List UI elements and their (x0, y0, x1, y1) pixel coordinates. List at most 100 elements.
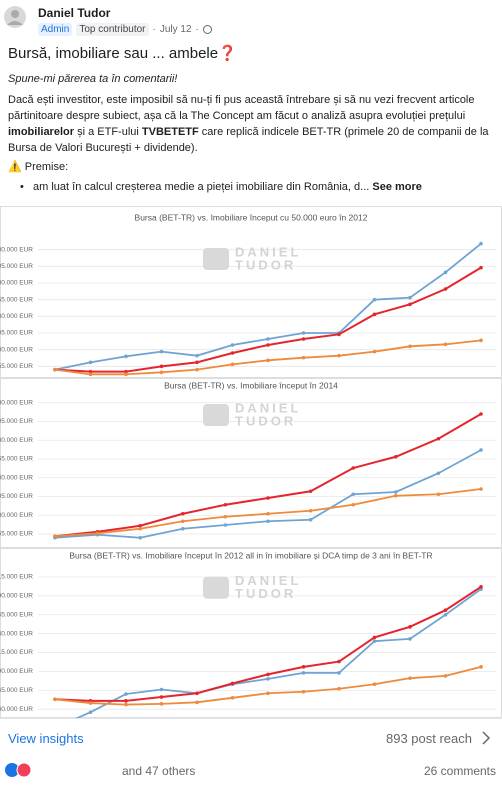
y-tick-label: 115.000 EUR (0, 649, 33, 656)
watermark-logo (203, 404, 229, 426)
point (372, 639, 377, 643)
point (408, 676, 412, 680)
y-tick-label: 55.000 EUR (0, 363, 33, 370)
point (408, 302, 412, 307)
watermark-logo (203, 248, 229, 270)
point (443, 608, 448, 613)
chart-title: Bursa (BET-TR) vs. Imobiliare început cu… (135, 212, 368, 222)
see-more[interactable]: See more (372, 181, 422, 193)
point (88, 372, 93, 377)
text: TVBETETF (141, 126, 199, 138)
y-tick-label: 205.000 EUR (0, 418, 33, 425)
point (53, 534, 57, 539)
point (479, 241, 483, 246)
y-tick-label: 105.000 EUR (0, 330, 33, 337)
point (394, 454, 398, 459)
point (159, 370, 164, 375)
point (223, 502, 228, 507)
y-tick-label: 80.000 EUR (0, 346, 33, 353)
point (159, 349, 164, 354)
point (159, 364, 164, 369)
point (138, 523, 142, 528)
globe-icon (202, 25, 212, 34)
point (181, 519, 185, 524)
point (124, 354, 128, 359)
author[interactable]: Daniel Tudor (38, 6, 111, 20)
view-insights[interactable]: View insights (8, 731, 84, 746)
point (337, 353, 341, 358)
y-tick-label: 205.000 EUR (0, 263, 33, 270)
y-tick-label: 55.000 EUR (0, 531, 33, 538)
y-tick-label: 180.000 EUR (0, 437, 33, 444)
point (223, 514, 228, 519)
point (266, 519, 270, 524)
point (181, 526, 185, 531)
point (372, 297, 377, 302)
point (266, 496, 270, 500)
point (195, 367, 199, 372)
point (159, 702, 164, 706)
point (230, 681, 235, 686)
point (266, 337, 270, 341)
point (479, 665, 483, 669)
point (301, 337, 306, 341)
y-tick-label: 40.000 EUR (0, 706, 33, 713)
point (394, 490, 398, 494)
chart: Bursa (BET-TR) vs. Imobiliare început în… (0, 548, 502, 718)
y-tick-label: 165.000 EUR (0, 611, 33, 618)
badge: Top contributor (76, 23, 149, 36)
text: și a ETF-ului (74, 126, 142, 138)
point (408, 344, 412, 349)
point (181, 511, 185, 516)
point (53, 697, 57, 702)
text: Dacă ești investitor, este imposibil să … (8, 94, 475, 122)
y-tick-label: 155.000 EUR (0, 296, 33, 303)
point (230, 343, 235, 347)
reaction-icons[interactable] (4, 762, 32, 778)
point (223, 523, 228, 527)
watermark: DANIEL (235, 573, 301, 588)
point (372, 349, 377, 354)
chevron[interactable] (480, 731, 492, 745)
comments[interactable]: 26 comments (423, 764, 496, 778)
point (266, 691, 270, 696)
point (124, 692, 128, 696)
y-tick-label: 130.000 EUR (0, 313, 33, 320)
point (443, 674, 448, 678)
point (443, 270, 448, 275)
point (372, 682, 377, 687)
point (195, 353, 199, 358)
chart-frame (0, 206, 502, 378)
point (479, 412, 483, 416)
point (372, 635, 377, 640)
watermark: TUDOR (235, 413, 296, 428)
y-tick-label: 80.000 EUR (0, 512, 33, 519)
y-tick-label: 105.000 EUR (0, 493, 33, 500)
point (195, 700, 199, 705)
y-tick-label: 230.000 EUR (0, 399, 33, 406)
point (266, 358, 270, 363)
point (351, 492, 356, 497)
y-tick-label: 155.000 EUR (0, 456, 33, 463)
text: care replică indicele BET-TR (primele 20… (8, 126, 489, 154)
chart-title: Bursa (BET-TR) vs. Imobiliare început în… (164, 380, 338, 390)
point (266, 672, 270, 677)
post-title: Bursă, imobiliare sau ... ambele❓ (8, 45, 237, 62)
point (436, 471, 441, 476)
point (479, 448, 483, 452)
reactions[interactable]: and 47 others (122, 764, 196, 778)
point (436, 492, 441, 497)
point (301, 671, 306, 675)
point (308, 517, 313, 522)
watermark: TUDOR (235, 586, 296, 601)
avatar[interactable] (3, 5, 27, 29)
point (408, 637, 412, 641)
point (372, 312, 377, 317)
date[interactable]: July 12 (159, 24, 192, 35)
y-tick-label: 180.000 EUR (0, 280, 33, 287)
point (266, 511, 270, 516)
point (95, 531, 100, 536)
point (479, 265, 483, 270)
y-tick-label: 130.000 EUR (0, 474, 33, 481)
point (138, 526, 142, 531)
